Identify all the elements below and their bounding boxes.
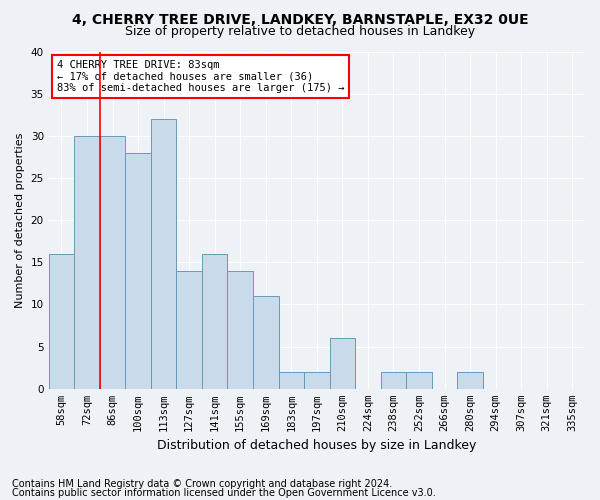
Bar [202,254,227,389]
Bar [406,372,432,389]
Bar [380,372,406,389]
Y-axis label: Number of detached properties: Number of detached properties [15,132,25,308]
Text: Contains HM Land Registry data © Crown copyright and database right 2024.: Contains HM Land Registry data © Crown c… [12,479,392,489]
Text: 4 CHERRY TREE DRIVE: 83sqm
← 17% of detached houses are smaller (36)
83% of semi: 4 CHERRY TREE DRIVE: 83sqm ← 17% of deta… [57,60,344,93]
Bar [100,136,125,389]
Bar [304,372,329,389]
Bar [253,296,278,389]
Text: Size of property relative to detached houses in Landkey: Size of property relative to detached ho… [125,25,475,38]
Bar [329,338,355,389]
X-axis label: Distribution of detached houses by size in Landkey: Distribution of detached houses by size … [157,440,476,452]
Bar [227,270,253,389]
Bar [176,270,202,389]
Bar [125,152,151,389]
Bar [151,119,176,389]
Text: Contains public sector information licensed under the Open Government Licence v3: Contains public sector information licen… [12,488,436,498]
Text: 4, CHERRY TREE DRIVE, LANDKEY, BARNSTAPLE, EX32 0UE: 4, CHERRY TREE DRIVE, LANDKEY, BARNSTAPL… [71,12,529,26]
Bar [457,372,483,389]
Bar [74,136,100,389]
Bar [278,372,304,389]
Bar [49,254,74,389]
